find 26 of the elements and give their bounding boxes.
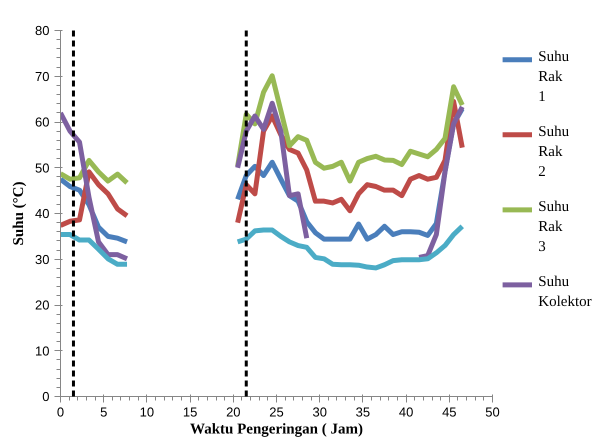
x-tick-label: 20: [226, 404, 241, 420]
legend-label: Suhu Rak 2: [538, 124, 570, 180]
x-tick-label: 5: [100, 404, 108, 420]
x-tick-label: 35: [356, 404, 370, 420]
x-tick-label: 50: [485, 404, 500, 420]
y-tick-label: 20: [35, 298, 50, 312]
x-tick-label: 45: [442, 404, 457, 420]
y-tick-label: 50: [35, 160, 50, 176]
y-tick-label: 60: [35, 114, 50, 130]
y-tick-label: 0: [42, 389, 50, 404]
x-tick-label: 15: [182, 404, 198, 420]
legend-label: Suhu Rak 1: [538, 48, 570, 105]
legend-label: Suhu Kolektor: [538, 274, 592, 310]
y-tick-label: 30: [35, 252, 50, 267]
x-tick-label: 0: [56, 404, 64, 420]
y-tick-label: 80: [35, 23, 50, 38]
y-tick-label: 70: [35, 68, 50, 84]
x-tick-label: 30: [312, 404, 327, 420]
x-axis-title: Waktu Pengeringan ( Jam): [190, 422, 363, 438]
x-tick-label: 25: [269, 404, 284, 420]
y-axis-title: Suhu (°C): [11, 182, 28, 246]
legend-label: Suhu Rak 3: [538, 198, 570, 255]
x-tick-label: 40: [398, 404, 414, 420]
y-tick-label: 10: [35, 343, 50, 358]
x-tick-label: 10: [140, 404, 154, 420]
y-tick-label: 40: [35, 206, 50, 221]
